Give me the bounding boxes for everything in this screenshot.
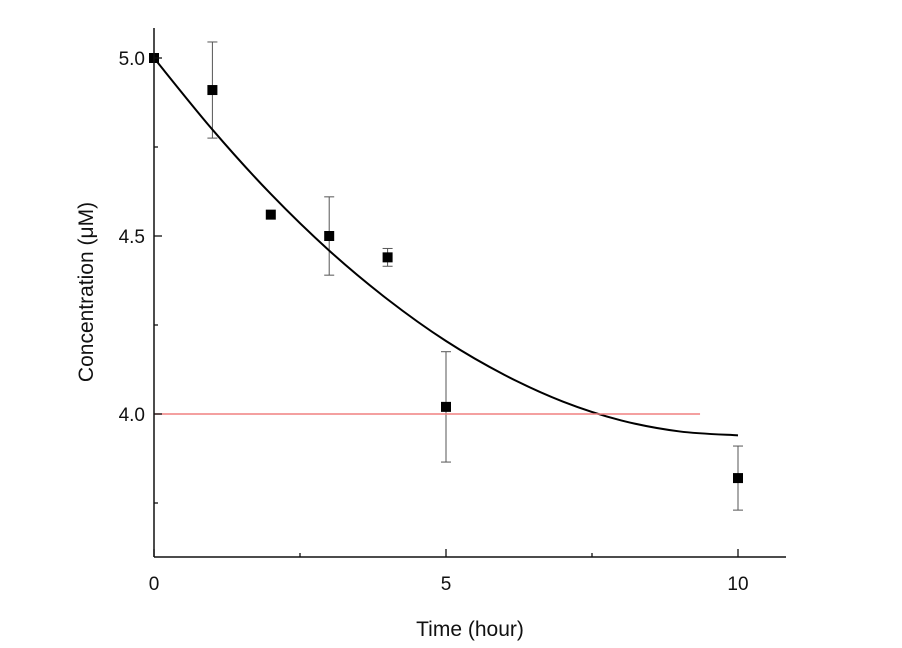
data-point [382,252,393,263]
data-point [441,401,451,412]
x-axis-label: Time (hour) [416,618,524,641]
data-point [733,473,743,484]
y-tick-label: 5.0 [119,49,145,70]
data-point [324,231,335,241]
x-tick-label: 0 [149,574,160,595]
y-axis-label: Concentration (μM) [75,202,98,382]
fit-curve [153,57,739,437]
x-tick-label: 5 [441,574,452,595]
y-tick-label: 4.5 [119,227,145,248]
data-point [265,209,276,220]
x-tick-label: 10 [727,574,748,595]
data-point [207,85,218,96]
y-tick-label: 4.0 [119,405,145,426]
